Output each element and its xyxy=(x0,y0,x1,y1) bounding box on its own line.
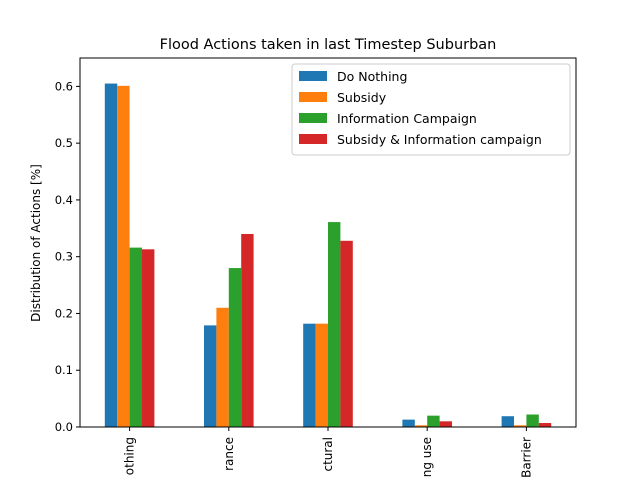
y-tick-label: 0.3 xyxy=(55,250,73,264)
legend-swatch xyxy=(299,71,327,81)
bar-subsidy-information-campaign-0 xyxy=(142,249,155,427)
legend-swatch xyxy=(299,92,327,102)
bar-information-campaign-4 xyxy=(526,414,539,427)
legend-label: Subsidy xyxy=(337,90,387,105)
x-tick-label: Barrier xyxy=(519,437,533,478)
bar-do-nothing-3 xyxy=(402,419,415,427)
bar-do-nothing-0 xyxy=(104,83,118,428)
x-tick-label: ctural xyxy=(321,437,335,472)
y-tick-label: 0.2 xyxy=(55,306,73,320)
y-tick-label: 0.0 xyxy=(55,420,73,434)
bar-information-campaign-0 xyxy=(129,247,142,427)
y-tick-label: 0.1 xyxy=(55,363,73,377)
bar-subsidy-information-campaign-3 xyxy=(439,421,452,427)
bar-information-campaign-1 xyxy=(228,268,242,427)
y-tick-label: 0.4 xyxy=(55,193,73,207)
bar-subsidy-2 xyxy=(315,323,328,427)
legend-label: Do Nothing xyxy=(337,69,407,84)
x-tick-label: othing xyxy=(123,437,137,475)
y-tick-label: 0.6 xyxy=(55,79,73,93)
bar-subsidy-0 xyxy=(117,85,130,427)
chart-title: Flood Actions taken in last Timestep Sub… xyxy=(160,37,497,53)
bars xyxy=(104,83,552,428)
bar-do-nothing-2 xyxy=(303,323,316,427)
legend-swatch xyxy=(299,113,327,123)
plot-frame xyxy=(79,57,577,428)
bar-do-nothing-4 xyxy=(501,416,514,427)
bar-do-nothing-1 xyxy=(204,325,217,427)
legend-label: Information Campaign xyxy=(337,111,477,126)
y-tick-label: 0.5 xyxy=(55,136,73,150)
bar-subsidy-3 xyxy=(414,425,428,427)
bar-subsidy-information-campaign-4 xyxy=(538,423,552,427)
y-axis-label: Distribution of Actions [%] xyxy=(29,164,43,322)
bar-subsidy-4 xyxy=(514,425,527,427)
legend-swatch xyxy=(299,134,327,144)
bar-subsidy-information-campaign-2 xyxy=(340,240,353,427)
y-axis: 0.0 0.1 0.2 0.3 0.4 0.5 0.6 xyxy=(55,79,80,434)
bar-information-campaign-3 xyxy=(427,415,440,427)
bar-subsidy-information-campaign-1 xyxy=(241,233,254,427)
x-axis: othing rance ctural ng use Barrier xyxy=(123,427,533,478)
x-tick-label: ng use xyxy=(420,437,434,477)
bar-information-campaign-2 xyxy=(328,222,341,427)
legend-box xyxy=(291,63,571,156)
x-tick-label: rance xyxy=(222,437,236,471)
legend: Do Nothing Subsidy Information Campaign Sub… xyxy=(291,63,571,156)
legend-label: Subsidy & Information campaign xyxy=(337,132,542,147)
bar-subsidy-1 xyxy=(216,307,229,427)
